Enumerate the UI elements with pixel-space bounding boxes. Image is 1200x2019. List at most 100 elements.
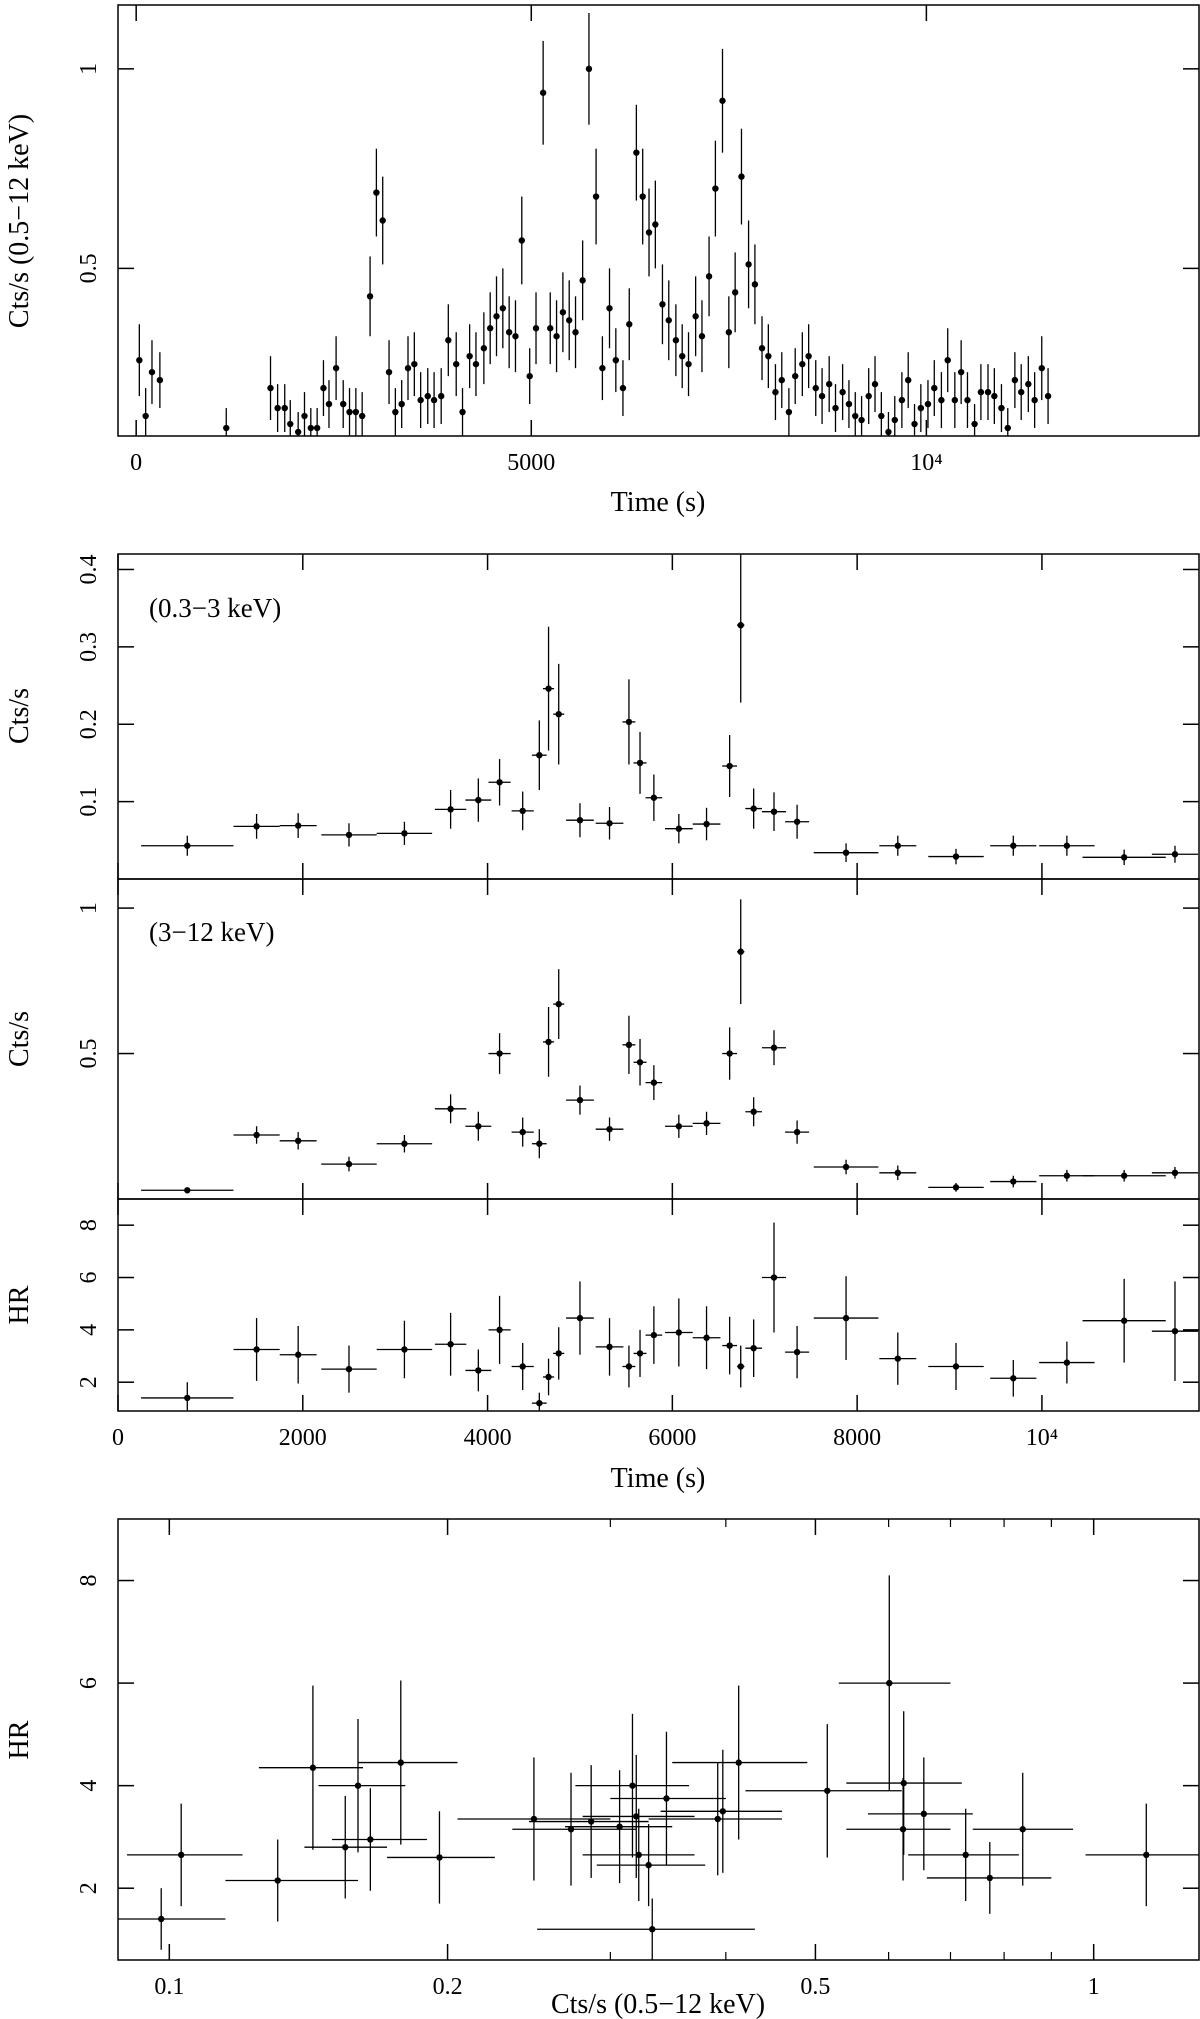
marker <box>818 392 826 400</box>
data-point <box>712 140 719 237</box>
marker <box>663 1795 670 1802</box>
y-tick-label: 4 <box>76 1780 102 1792</box>
data-points <box>141 554 1199 866</box>
data-point <box>761 1030 787 1066</box>
data-point <box>825 356 833 413</box>
marker <box>772 388 779 396</box>
marker <box>703 1334 710 1341</box>
marker <box>532 325 540 332</box>
marker <box>770 808 778 815</box>
marker <box>871 380 879 388</box>
y-tick-label: 6 <box>76 1272 102 1284</box>
marker <box>136 356 143 364</box>
marker <box>545 1373 552 1381</box>
plot-frame <box>117 1518 1200 1961</box>
marker <box>842 849 850 856</box>
data-point <box>511 1342 534 1391</box>
marker <box>184 1394 191 1402</box>
data-point <box>141 835 234 856</box>
data-point <box>852 392 859 436</box>
data-point <box>928 1183 984 1192</box>
data-point <box>543 1358 555 1396</box>
marker <box>1120 1317 1128 1324</box>
marker <box>518 237 525 244</box>
marker <box>738 173 745 180</box>
marker <box>731 289 739 296</box>
y-tick-label: 1 <box>76 63 102 75</box>
data-point <box>785 1120 810 1144</box>
marker <box>672 337 680 344</box>
marker <box>553 333 560 340</box>
marker <box>984 388 992 396</box>
marker <box>320 384 327 392</box>
x-tick-label: 1 <box>1088 1974 1100 2000</box>
data-point <box>898 372 906 429</box>
data-point <box>417 372 424 429</box>
marker <box>793 1128 801 1136</box>
data-point <box>692 1111 721 1135</box>
marker <box>519 1363 526 1370</box>
marker <box>799 360 806 368</box>
marker <box>519 1128 526 1136</box>
marker <box>253 1131 260 1139</box>
data-point <box>610 1731 726 1866</box>
y-tick-label: 1 <box>76 902 102 914</box>
data-point <box>358 392 366 436</box>
marker <box>986 1874 993 1882</box>
data-point <box>472 332 480 397</box>
marker <box>294 1351 302 1358</box>
marker <box>898 396 906 404</box>
marker <box>765 352 772 360</box>
x-tick-label: 6000 <box>648 1425 696 1451</box>
marker <box>785 408 793 416</box>
data-point <box>294 412 302 436</box>
data-point <box>437 368 445 425</box>
marker <box>931 384 938 392</box>
x-axis-label: Time (s) <box>611 1463 706 1494</box>
marker <box>878 412 885 420</box>
marker <box>366 293 374 300</box>
data-point <box>465 1111 492 1141</box>
marker <box>526 372 533 380</box>
data-point <box>142 388 149 436</box>
data-point <box>911 404 918 436</box>
marker <box>665 317 672 324</box>
data-point <box>532 292 540 365</box>
marker <box>156 376 164 384</box>
data-point <box>722 1316 738 1375</box>
data-point <box>908 1808 1019 1902</box>
y-tick-label: 8 <box>76 1219 102 1231</box>
marker <box>1171 1327 1179 1335</box>
data-point <box>761 792 787 832</box>
marker <box>480 345 488 352</box>
data-point <box>879 1332 917 1385</box>
y-tick-label: 8 <box>76 1575 102 1587</box>
data-point <box>972 1772 1074 1886</box>
marker <box>737 1363 744 1370</box>
marker <box>839 388 846 396</box>
marker <box>636 1350 644 1357</box>
x-tick-label: 8000 <box>833 1425 881 1451</box>
data-point <box>633 104 640 201</box>
data-point <box>938 372 945 429</box>
marker <box>599 364 606 372</box>
data-point <box>813 843 879 862</box>
energy-band-label: (0.3−3 keV) <box>149 593 281 623</box>
marker <box>358 412 366 420</box>
data-point <box>751 244 759 325</box>
marker <box>977 388 985 396</box>
marker <box>905 376 912 384</box>
marker <box>885 428 892 436</box>
data-point <box>645 1306 663 1364</box>
marker <box>635 1851 642 1859</box>
marker <box>606 1343 613 1351</box>
marker <box>938 396 945 404</box>
data-point <box>692 1306 721 1370</box>
x-tick-label: 2000 <box>279 1425 327 1451</box>
marker <box>1004 424 1011 432</box>
marker <box>536 751 543 759</box>
marker <box>576 816 584 824</box>
data-point <box>320 360 327 417</box>
data-point <box>553 300 560 373</box>
